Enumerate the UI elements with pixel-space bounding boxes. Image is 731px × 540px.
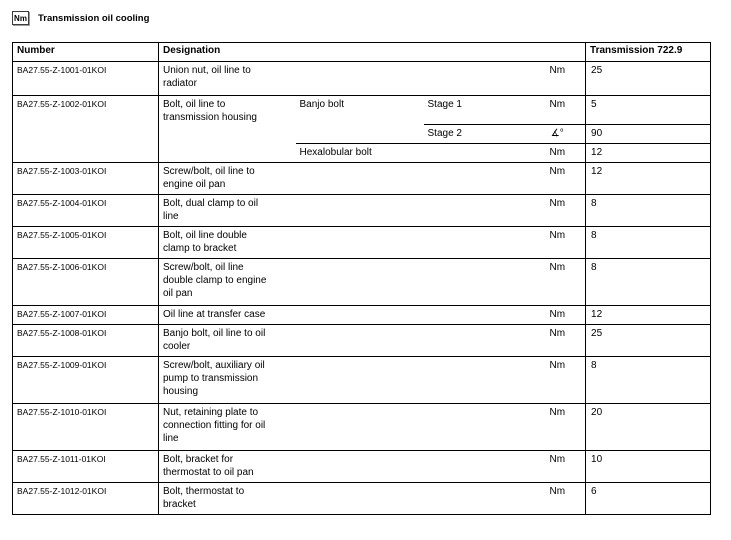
designation-text: Nut, retaining plate to connection fitti… [158,403,536,451]
part-number: BA27.55-Z-1008-01KOI [12,324,159,357]
part-number: BA27.55-Z-1009-01KOI [12,356,159,404]
table-row: BA27.55-Z-1002-01KOI Bolt, oil line to t… [12,95,711,163]
table-row: BA27.55-Z-1011-01KOI Bolt, bracket for t… [12,450,711,483]
part-number: BA27.55-Z-1003-01KOI [12,162,159,195]
section-heading: Nm Transmission oil cooling [12,10,731,26]
unit-label: Nm [535,482,586,515]
torque-value: 25 [585,61,711,96]
document-page: Nm Transmission oil cooling Number Desig… [12,10,731,515]
table-row: BA27.55-Z-1010-01KOI Nut, retaining plat… [12,403,711,451]
part-number: BA27.55-Z-1002-01KOI [12,95,159,163]
unit-label: Nm [535,305,586,325]
part-number: BA27.55-Z-1012-01KOI [12,482,159,515]
unit-label: Nm [535,450,586,483]
unit-label: Nm [535,61,586,96]
nm-torque-icon: Nm [12,11,29,25]
part-number: BA27.55-Z-1004-01KOI [12,194,159,227]
torque-value: 12 [585,143,711,163]
torque-value: 6 [585,482,711,515]
designation-text: Screw/bolt, auxiliary oil pump to transm… [158,356,536,404]
torque-value: 8 [585,226,711,259]
fastener-type: Hexalobular bolt [295,143,536,163]
torque-value: 25 [585,324,711,357]
torque-value: 12 [585,305,711,325]
table-subrow: Stage 2 ∡° 90 [13,124,711,144]
unit-label: Nm [535,258,586,306]
designation-text: Screw/bolt, oil line to engine oil pan [158,162,536,195]
part-number: BA27.55-Z-1001-01KOI [12,61,159,96]
designation-text: Bolt, thermostat to bracket [158,482,536,515]
unit-label: Nm [535,226,586,259]
unit-label: Nm [535,143,586,163]
designation-text: Oil line at transfer case [158,305,536,325]
torque-value: 12 [585,162,711,195]
torque-value: 20 [585,403,711,451]
designation-text: Bolt, bracket for thermostat to oil pan [158,450,536,483]
column-header-number: Number [12,42,159,62]
unit-label: Nm [535,194,586,227]
torque-value: 8 [585,258,711,306]
table-row: BA27.55-Z-1012-01KOI Bolt, thermostat to… [12,482,711,515]
part-number: BA27.55-Z-1010-01KOI [12,403,159,451]
table-row: BA27.55-Z-1005-01KOI Bolt, oil line doub… [12,226,711,259]
table-row: BA27.55-Z-1001-01KOI Union nut, oil line… [12,61,711,96]
table-subrow: Hexalobular bolt Nm 12 [13,143,711,163]
unit-label: Nm [535,95,586,125]
designation-text: Screw/bolt, oil line double clamp to eng… [158,258,536,306]
unit-label: Nm [535,162,586,195]
column-header-designation: Designation [158,42,586,62]
designation-text: Bolt, oil line double clamp to bracket [158,226,536,259]
fastener-type: Banjo bolt [295,95,424,144]
angle-unit-label: ∡° [535,124,586,144]
torque-value: 10 [585,450,711,483]
torque-value: 8 [585,356,711,404]
stage-label: Stage 2 [423,124,536,144]
unit-label: Nm [535,403,586,451]
designation-text: Bolt, dual clamp to oil line [158,194,536,227]
torque-value: 90 [585,124,711,144]
table-row: BA27.55-Z-1004-01KOI Bolt, dual clamp to… [12,194,711,227]
table-row: BA27.55-Z-1007-01KOI Oil line at transfe… [12,305,711,325]
part-number: BA27.55-Z-1005-01KOI [12,226,159,259]
part-number: BA27.55-Z-1006-01KOI [12,258,159,306]
page-title: Transmission oil cooling [38,12,150,24]
part-number: BA27.55-Z-1011-01KOI [12,450,159,483]
stage-label: Stage 1 [423,95,536,125]
designation-text: Union nut, oil line to radiator [158,61,536,96]
header-row: Number Designation Transmission 722.9 [12,42,711,62]
part-number: BA27.55-Z-1007-01KOI [12,305,159,325]
table-row: BA27.55-Z-1008-01KOI Banjo bolt, oil lin… [12,324,711,357]
column-header-transmission: Transmission 722.9 [585,42,711,62]
designation-text: Banjo bolt, oil line to oil cooler [158,324,536,357]
designation-text: Bolt, oil line to transmission housing [158,95,296,163]
torque-value: 5 [585,95,711,125]
torque-value: 8 [585,194,711,227]
unit-label: Nm [535,324,586,357]
table-row: BA27.55-Z-1009-01KOI Screw/bolt, auxilia… [12,356,711,404]
unit-label: Nm [535,356,586,404]
table-row: BA27.55-Z-1006-01KOI Screw/bolt, oil lin… [12,258,711,306]
table-row: BA27.55-Z-1003-01KOI Screw/bolt, oil lin… [12,162,711,195]
torque-spec-table: Number Designation Transmission 722.9 BA… [12,42,712,515]
